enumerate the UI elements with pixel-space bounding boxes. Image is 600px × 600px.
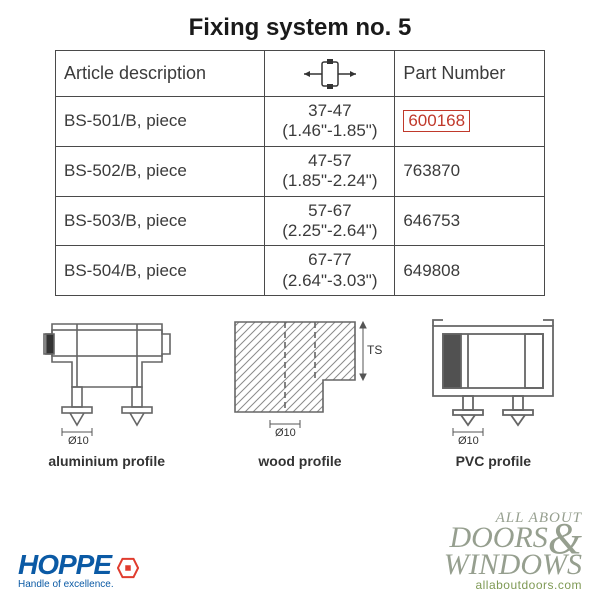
range-in: (1.85"-2.24") — [282, 171, 377, 190]
dim-label: Ø10 — [68, 435, 89, 444]
cell-desc: BS-501/B, piece — [56, 97, 265, 147]
cell-range: 37-47 (1.46"-1.85") — [265, 97, 395, 147]
cell-range: 47-57 (1.85"-2.24") — [265, 146, 395, 196]
svg-text:Ø10: Ø10 — [275, 427, 296, 439]
range-in: (2.64"-3.03") — [282, 271, 377, 290]
table-row: BS-501/B, piece 37-47 (1.46"-1.85") 6001… — [56, 97, 545, 147]
cell-desc: BS-503/B, piece — [56, 196, 265, 246]
range-mm: 67-77 — [308, 250, 351, 269]
cell-partnumber: 649808 — [395, 246, 545, 296]
cell-partnumber: 646753 — [395, 196, 545, 246]
caption-aluminium: aluminium profile — [22, 453, 192, 469]
table-header-row: Article description Part Number — [56, 51, 545, 97]
partnumber-highlighted: 600168 — [403, 110, 470, 132]
cell-range: 57-67 (2.25"-2.64") — [265, 196, 395, 246]
diagram-pvc: Ø10 PVC profile — [408, 314, 578, 469]
caption-pvc: PVC profile — [408, 453, 578, 469]
footer-logos: HOPPE Handle of excellence. ALL ABOUT DO… — [0, 512, 600, 590]
table-row: BS-502/B, piece 47-57 (1.85"-2.24") 7638… — [56, 146, 545, 196]
allaboutdoors-logo: ALL ABOUT DOORS& WINDOWS allaboutdoors.c… — [444, 512, 582, 590]
cell-desc: BS-504/B, piece — [56, 246, 265, 296]
aadw-windows: WINDOWS — [444, 552, 582, 578]
svg-text:Ø10: Ø10 — [458, 435, 479, 444]
cell-desc: BS-502/B, piece — [56, 146, 265, 196]
cell-range: 67-77 (2.64"-3.03") — [265, 246, 395, 296]
hoppe-brand-text: HOPPE — [18, 549, 111, 581]
page-title: Fixing system no. 5 — [0, 0, 600, 50]
aadw-url: allaboutdoors.com — [444, 580, 582, 590]
caption-wood: wood profile — [215, 453, 385, 469]
diagram-aluminium: Ø10 aluminium profile — [22, 314, 192, 469]
table-row: BS-504/B, piece 67-77 (2.64"-3.03") 6498… — [56, 246, 545, 296]
aluminium-profile-icon: Ø10 — [22, 314, 192, 444]
table-row: BS-503/B, piece 57-67 (2.25"-2.64") 6467… — [56, 196, 545, 246]
profile-diagrams-row: Ø10 aluminium profile TS — [0, 314, 600, 469]
spec-table: Article description Part Number — [55, 50, 545, 296]
wood-profile-icon: TS Ø10 — [215, 314, 385, 444]
hoppe-hex-icon — [117, 554, 139, 576]
hoppe-logo: HOPPE Handle of excellence. — [18, 549, 139, 590]
range-in: (1.46"-1.85") — [282, 121, 377, 140]
range-mm: 57-67 — [308, 201, 351, 220]
ts-label: TS — [367, 343, 382, 357]
hoppe-tagline: Handle of excellence. — [18, 579, 139, 590]
col-header-description: Article description — [56, 51, 265, 97]
range-in: (2.25"-2.64") — [282, 221, 377, 240]
diagram-wood: TS Ø10 wood profile — [215, 314, 385, 469]
range-mm: 37-47 — [308, 101, 351, 120]
range-mm: 47-57 — [308, 151, 351, 170]
cell-partnumber: 763870 — [395, 146, 545, 196]
cell-partnumber: 600168 — [395, 97, 545, 147]
pvc-profile-icon: Ø10 — [408, 314, 578, 444]
col-header-thickness-icon — [265, 51, 395, 97]
col-header-partnumber: Part Number — [395, 51, 545, 97]
thickness-arrow-icon — [273, 59, 386, 89]
